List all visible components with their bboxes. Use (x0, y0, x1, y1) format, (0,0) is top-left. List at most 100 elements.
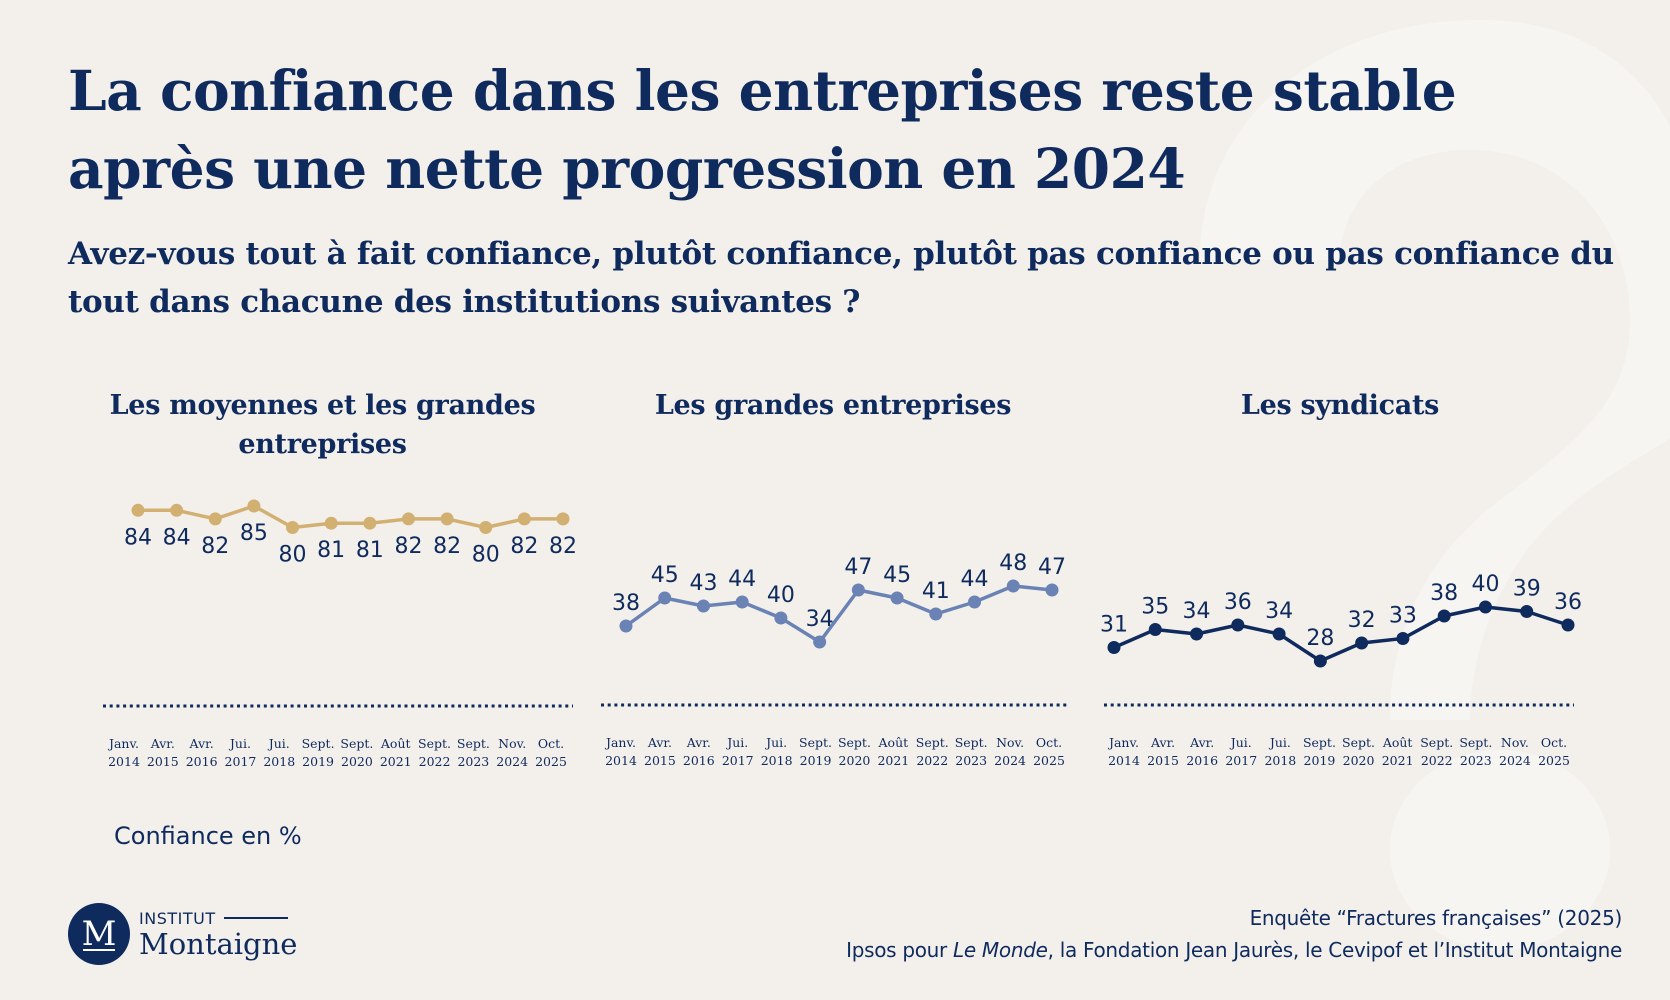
x-tick-label-month: Nov. (996, 735, 1024, 750)
x-tick-label-year: 2017 (722, 753, 754, 768)
x-tick-label-year: 2024 (1499, 753, 1531, 768)
x-tick-label-year: 2022 (916, 753, 948, 768)
x-tick-label-month: Sept. (418, 736, 451, 751)
data-label: 45 (651, 563, 679, 588)
series-line (624, 584, 1053, 644)
data-label: 82 (201, 534, 229, 559)
x-tick-label-month: Avr. (1150, 735, 1175, 750)
data-label: 82 (394, 534, 422, 559)
data-label: 36 (1554, 590, 1582, 615)
data-point (440, 512, 454, 526)
data-point (1045, 583, 1059, 597)
institut-montaigne-logo: M INSTITUT Montaigne (68, 902, 297, 966)
data-point (890, 591, 904, 605)
logo-line2: Montaigne (139, 926, 298, 961)
data-point (247, 499, 261, 513)
x-tick-label-year: 2018 (1264, 753, 1296, 768)
data-point (929, 607, 943, 621)
x-tick-label-year: 2016 (1186, 753, 1218, 768)
data-label: 82 (433, 534, 461, 559)
data-point (517, 512, 531, 526)
data-label: 81 (317, 538, 345, 563)
data-label: 84 (163, 525, 191, 550)
x-tick-label-month: Nov. (1501, 735, 1529, 750)
x-tick-label-month: Sept. (916, 735, 949, 750)
chart-title-moyennes-grandes-entreprises: Les moyennes et les grandes entreprises (109, 390, 536, 460)
data-label: 80 (472, 543, 500, 568)
x-tick-label-year: 2021 (1382, 753, 1414, 768)
data-point (813, 635, 827, 649)
data-point (401, 512, 415, 526)
data-point (1561, 618, 1575, 632)
data-point (851, 583, 865, 597)
x-tick-label-year: 2019 (302, 754, 334, 769)
data-point (324, 516, 338, 530)
survey-question: Avez-vous tout à fait confiance, plutôt … (68, 236, 1614, 320)
x-tick-label-year: 2014 (1108, 753, 1140, 768)
data-point (968, 595, 982, 609)
data-point (1148, 623, 1162, 636)
chart-title-grandes-entreprises: Les grandes entreprises (654, 390, 1012, 421)
x-tick-label-year: 2014 (605, 753, 637, 768)
x-tick-label-year: 2023 (457, 754, 489, 769)
x-tick-label-month: Sept. (1303, 735, 1336, 750)
data-point (286, 521, 300, 534)
data-label: 82 (549, 534, 577, 559)
x-tick-label-month: Avr. (150, 736, 175, 751)
x-tick-label-year: 2025 (1538, 753, 1570, 768)
chart-panel-1: 84 84 82 85 80 81 81 82 82 80 82 82 Janv. 2014 Avr. 201… (103, 499, 577, 769)
data-label: 44 (961, 567, 989, 592)
chart-panel-3: 31 35 34 36 34 28 32 33 38 40 39 36 Janv. 2014 Avr. 201… (1100, 572, 1582, 768)
data-point (1396, 632, 1410, 645)
x-tick-label-month: Sept. (1459, 735, 1492, 750)
data-label: 85 (240, 521, 268, 546)
unit-label: Confiance en % (114, 822, 302, 850)
x-tick-label-month: Août (380, 736, 411, 751)
data-label: 39 (1513, 577, 1541, 602)
x-tick-label-year: 2022 (1421, 753, 1453, 768)
x-tick-label-month: Oct. (1036, 735, 1062, 750)
x-tick-label-month: Sept. (1420, 735, 1453, 750)
logo-monogram-icon: M (68, 903, 130, 965)
x-tick-label-year: 2021 (877, 753, 909, 768)
data-point (170, 503, 184, 517)
chart-panel-2: 38 45 43 44 40 34 47 45 41 44 48 47 Janv. 2014 Avr. 201… (601, 551, 1069, 768)
x-tick-label-month: Janv. (107, 736, 139, 751)
x-tick-label-month: Avr. (189, 736, 214, 751)
data-point (1107, 641, 1121, 654)
x-tick-label-year: 2019 (1304, 753, 1336, 768)
data-point (1313, 654, 1327, 668)
x-tick-label-month: Oct. (1541, 735, 1567, 750)
data-label: 34 (1183, 599, 1211, 624)
data-label: 38 (612, 591, 640, 616)
x-tick-label-month: Sept. (1342, 735, 1375, 750)
data-label: 31 (1100, 613, 1128, 638)
data-label: 84 (124, 525, 152, 550)
x-tick-label-month: Août (1382, 735, 1413, 750)
x-tick-label-year: 2015 (1147, 753, 1179, 768)
data-label: 44 (728, 567, 756, 592)
data-label: 36 (1224, 590, 1252, 615)
data-point (208, 512, 222, 526)
x-tick-label-year: 2024 (496, 754, 528, 769)
data-point (735, 595, 749, 609)
x-tick-label-year: 2021 (380, 754, 412, 769)
x-tick-label-month: Sept. (838, 735, 871, 750)
x-tick-label-month: Sept. (955, 735, 988, 750)
x-tick-label-year: 2014 (108, 754, 140, 769)
data-point (1190, 627, 1204, 641)
data-label: 80 (279, 543, 307, 568)
data-label: 32 (1348, 608, 1376, 633)
source-line2: Ipsos pour Le Monde, la Fondation Jean J… (846, 938, 1622, 962)
series-line (138, 504, 563, 530)
x-tick-label-month: Avr. (1189, 735, 1214, 750)
x-tick-label-month: Avr. (647, 735, 672, 750)
x-tick-label-month: Jui. (267, 736, 290, 751)
data-label: 48 (999, 551, 1027, 576)
x-tick-label-year: 2020 (839, 753, 871, 768)
data-label: 28 (1306, 626, 1334, 651)
x-tick-label-month: Janv. (1107, 735, 1139, 750)
x-tick-label-month: Sept. (799, 735, 832, 750)
x-tick-label-year: 2018 (263, 754, 295, 769)
